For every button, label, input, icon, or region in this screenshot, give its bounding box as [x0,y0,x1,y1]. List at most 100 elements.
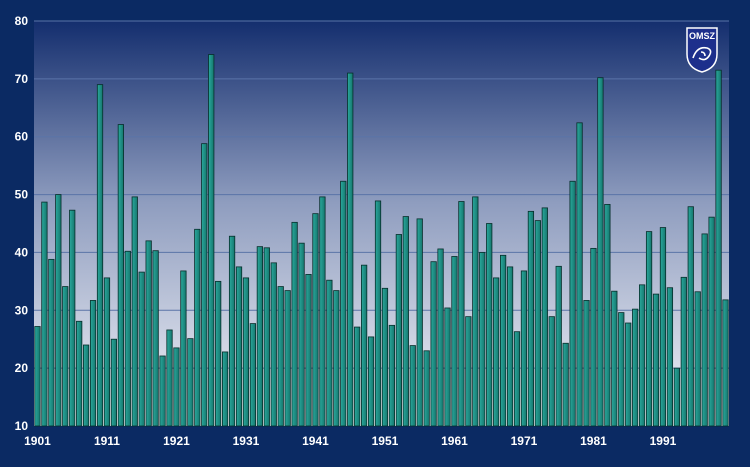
bar-1968 [500,254,507,427]
bar-1951 [381,287,389,427]
y-tick-label: 20 [15,361,29,375]
bar-1909 [89,300,97,427]
bar-1950 [374,200,382,427]
bar-1924 [194,228,201,427]
bar-1971 [520,270,528,427]
bar-1941 [312,213,319,427]
bar-1929 [228,235,236,427]
x-axis-tick-labels: 1901 1911 1921 1931 1941 1951 1961 1971 1981 1991 [24,434,677,448]
bar-1962 [458,201,465,427]
bar-1912 [110,338,118,427]
bar-1975 [548,316,555,427]
bar-1928 [222,351,229,427]
bar-1972 [527,210,535,427]
bar-1903 [48,258,55,427]
bar-1960 [444,307,451,427]
logo-shield [686,27,718,73]
plot-area [34,21,729,426]
bar-1948 [361,264,368,427]
y-tick-label: 60 [15,130,29,144]
bar-1966 [486,223,493,427]
bar-1916 [138,271,145,427]
bar-1961 [451,256,458,427]
bar-1989 [645,231,653,427]
bar-1901 [34,326,41,427]
bar-1965 [479,252,486,427]
bar-1911 [103,277,111,427]
bar-1959 [437,248,444,427]
bar-1982 [597,77,604,427]
bar-1988 [639,284,646,427]
bar-1918 [152,250,159,427]
x-tick-label: 1911 [94,434,120,448]
bar-1981 [590,247,597,427]
bar-1983 [604,204,611,427]
bars [34,54,729,427]
bar-1910 [96,84,104,427]
bar-1937 [284,290,291,427]
bar-1905 [62,286,69,427]
bar-1999 [715,69,722,427]
bar-1944 [333,290,340,427]
bar-1987 [632,308,639,427]
bar-1990 [652,293,660,427]
bar-1973 [534,220,541,427]
y-tick-label: 30 [15,303,29,317]
bar-1923 [187,338,194,427]
bar-1927 [215,280,222,427]
bar-1922 [180,270,187,427]
bar-1970 [513,331,521,427]
bar-1974 [541,207,548,427]
bar-1986 [625,322,632,427]
bar-1977 [562,342,569,427]
bar-1926 [208,54,215,427]
bar-1980 [583,300,590,427]
bar-1993 [673,367,680,427]
x-tick-label: 1971 [511,434,538,448]
bar-1934 [263,247,270,427]
y-tick-label: 10 [15,419,29,433]
bar-1936 [277,286,284,427]
bar-1967 [493,277,500,427]
bar-1921 [173,347,180,427]
x-tick-label: 1941 [302,434,329,448]
bar-1963 [465,316,472,427]
bar-1942 [319,196,326,427]
bar-1955 [409,345,416,427]
bar-1946 [347,72,354,427]
bar-1940 [305,274,312,427]
bar-1991 [659,227,667,427]
y-tick-label: 80 [15,14,29,28]
bar-1938 [291,221,298,427]
bar-1919 [159,355,166,427]
x-tick-label: 1921 [163,434,190,448]
bar-1996 [694,291,701,427]
bar-1947 [354,326,361,427]
bar-1907 [76,320,83,427]
bar-1914 [124,250,131,427]
x-tick-label: 1991 [650,434,677,448]
bar-1969 [506,266,514,427]
bar-1997 [701,233,708,427]
bar-1902 [41,201,48,427]
bar-1976 [555,265,562,427]
bar-1949 [367,336,375,427]
bar-1943 [326,279,333,427]
bar-1995 [687,206,694,427]
bar-1915 [131,196,138,427]
bar-1906 [69,209,76,427]
bar-1979 [576,122,583,427]
bar-1925 [201,143,208,427]
bar-1954 [402,216,409,427]
bar-1913 [117,124,124,427]
bar-1953 [395,234,402,427]
x-tick-label: 1981 [580,434,607,448]
bar-1904 [55,194,62,427]
bar-1945 [340,180,347,427]
bar-1933 [256,246,263,427]
bar-1917 [145,240,152,427]
y-tick-label: 40 [15,245,29,259]
bar-1939 [298,242,305,427]
x-tick-label: 1901 [24,434,51,448]
